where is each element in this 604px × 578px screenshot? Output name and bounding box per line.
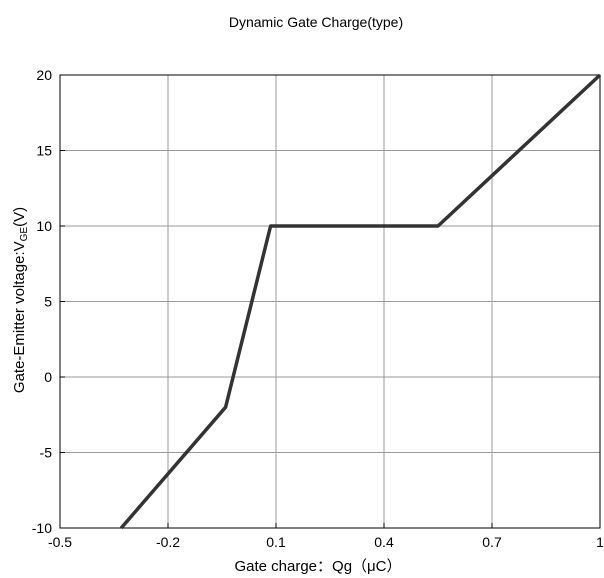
- series-line: [119, 73, 602, 530]
- y-axis-label-subscript: GE: [19, 227, 30, 242]
- x-tick-label: -0.2: [156, 534, 180, 550]
- y-tick-label: 0: [44, 369, 52, 385]
- y-tick-label: 5: [44, 294, 52, 310]
- grid-lines: [60, 75, 600, 528]
- series-layer: [119, 73, 602, 530]
- y-axis-label-unit: (V): [11, 207, 28, 227]
- x-tick-label: 0.7: [482, 534, 502, 550]
- y-tick-label: 15: [36, 143, 52, 159]
- chart-title: Dynamic Gate Charge(type): [229, 14, 403, 30]
- axis-ticks: -0.5 -0.2 0.1 0.4 0.7 1 -10 -5 0 5 10 15 20: [32, 67, 604, 550]
- x-tick-label: 0.4: [374, 534, 394, 550]
- y-axis-label-main: Gate-Emitter voltage:V: [11, 241, 28, 393]
- x-axis-label: Gate charge：Qg（μC）: [234, 558, 401, 575]
- y-tick-label: 10: [36, 218, 52, 234]
- x-tick-label: -0.5: [48, 534, 72, 550]
- y-tick-label: -5: [40, 445, 53, 461]
- y-tick-label: 20: [36, 67, 52, 83]
- x-tick-label: 0.1: [266, 534, 286, 550]
- y-axis-label: Gate-Emitter voltage:VGE(V): [11, 207, 30, 393]
- x-tick-label: 1: [596, 534, 604, 550]
- y-tick-label: -10: [32, 520, 52, 536]
